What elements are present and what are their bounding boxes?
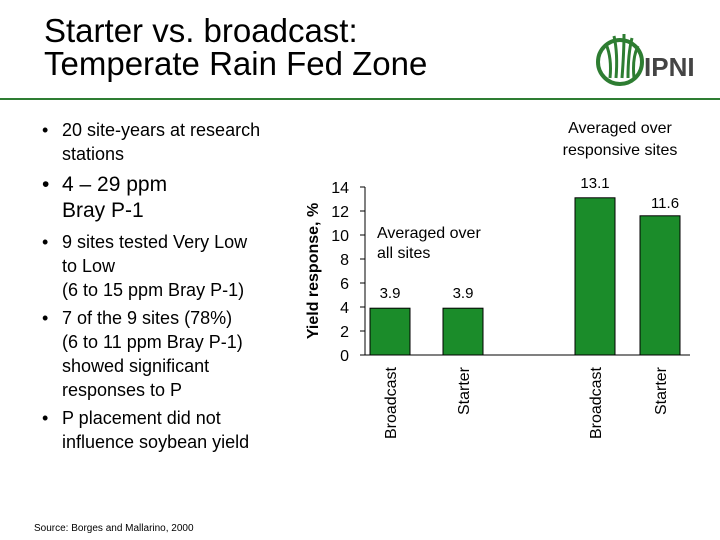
page-title: Starter vs. broadcast: Temperate Rain Fe… [44,14,427,80]
bullet-text-line: Bray P-1 [62,199,144,222]
bullet-text-line: 9 sites tested Very Low [62,232,248,252]
x-category-label: Broadcast [588,366,605,439]
bullet-text-line: to Low [62,256,116,276]
bullet-dot: • [42,308,49,328]
bullet-text-line: 4 – 29 ppm [62,173,168,196]
title-line-1: Starter vs. broadcast: [44,12,358,49]
note-responsive-sites: Averaged over responsive sites [540,118,700,162]
bar-value-label: 13.1 [580,175,609,192]
bullet-text-line: showed significant [62,356,210,376]
y-tick-label: 4 [340,300,349,317]
y-tick-label: 8 [340,252,349,269]
y-axis-title: Yield response, % [305,203,322,339]
bar [574,197,616,356]
bullet-text-line: 20 site-years at research [62,120,261,140]
bullet-dot: • [42,173,50,196]
bullet-text-line: (6 to 11 ppm Bray P-1) [62,332,243,352]
bar-value-label: 3.9 [380,285,401,302]
title-line-2: Temperate Rain Fed Zone [44,45,428,82]
y-tick-label: 12 [331,204,349,221]
sub-bullets: • 9 sites tested Very Low to Low (6 to 1… [40,230,300,454]
bullet-text-line: (6 to 15 ppm Bray P-1) [62,280,245,300]
note-line: responsive sites [562,142,678,159]
ipni-logo: IPNI [588,18,712,88]
logo-text: IPNI [644,52,695,82]
bullet-dot: • [42,232,49,252]
bar-value-label: 3.9 [453,285,474,302]
bullet-placement: • P placement did not influence soybean … [40,406,300,454]
bullet-significant-sites: • 7 of the 9 sites (78%) (6 to 11 ppm Br… [40,306,300,402]
bullet-very-low-sites: • 9 sites tested Very Low to Low (6 to 1… [40,230,300,302]
source-note: Source: Borges and Mallarino, 2000 [34,523,194,534]
x-category-label: Starter [456,366,473,415]
bullet-text-line: influence soybean yield [62,432,250,452]
note-line: Averaged over [568,120,672,137]
note-line: Averaged over [377,225,481,242]
x-category-label: Broadcast [383,366,400,439]
y-tick-label: 10 [331,228,349,245]
bar [639,215,681,356]
y-tick-label: 6 [340,276,349,293]
bullet-text-line: stations [62,144,125,164]
title-rule [0,98,720,100]
bar [442,307,484,356]
bullet-site-years: • 20 site-years at research stations [40,118,300,166]
bullet-dot: • [42,408,49,428]
note-line: all sites [377,245,431,262]
bar [369,307,411,356]
bullet-bray: • 4 – 29 ppm Bray P-1 [40,172,300,224]
bullet-text-line: 7 of the 9 sites (78%) [62,308,233,328]
bullet-list: • 20 site-years at research stations • 4… [40,118,300,458]
bullet-dot: • [42,120,49,140]
y-tick-label: 14 [331,180,349,197]
bar-value-label: 11.6 [651,195,679,212]
note-all-sites: Averaged over all sites [377,224,481,264]
logo-emblem [596,33,644,86]
x-category-label: Starter [653,366,670,415]
bullet-text-line: responses to P [62,380,183,400]
bullet-text-line: P placement did not [62,408,221,428]
y-tick-label: 2 [340,324,349,341]
y-tick-label: 0 [340,348,349,365]
